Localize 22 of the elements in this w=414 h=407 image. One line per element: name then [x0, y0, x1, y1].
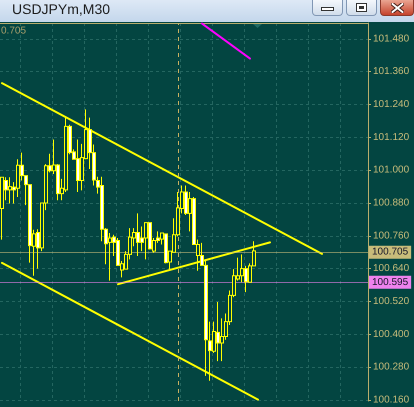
- candlestick: [76, 139, 80, 193]
- y-tick-label: 100.160: [373, 394, 410, 406]
- y-tick-label: 100.520: [373, 296, 410, 307]
- candlestick: [0, 176, 4, 240]
- y-tick-label: 100.640: [373, 263, 410, 274]
- candlestick: [8, 176, 12, 204]
- ref-line-label: 100.705: [372, 246, 409, 258]
- y-tick-label: 101.240: [373, 99, 410, 110]
- y-tick-label: 100.280: [373, 362, 410, 373]
- y-tick-label: 101.000: [373, 164, 410, 176]
- y-tick-label: 100.760: [373, 230, 410, 242]
- y-tick-label: 100.400: [373, 328, 410, 340]
- candlestick: [136, 212, 140, 257]
- y-tick-label: 101.360: [373, 66, 410, 78]
- chart-title: USDJPYm,M30: [12, 1, 110, 18]
- y-tick-label: 100.880: [373, 197, 410, 208]
- ref-line-label: 100.595: [372, 276, 409, 288]
- y-tick-label: 101.480: [373, 33, 410, 44]
- annotation: 0.705: [1, 26, 26, 36]
- y-tick-label: 101.120: [373, 132, 410, 143]
- candlestick: [144, 222, 148, 260]
- candlestick: [216, 301, 220, 362]
